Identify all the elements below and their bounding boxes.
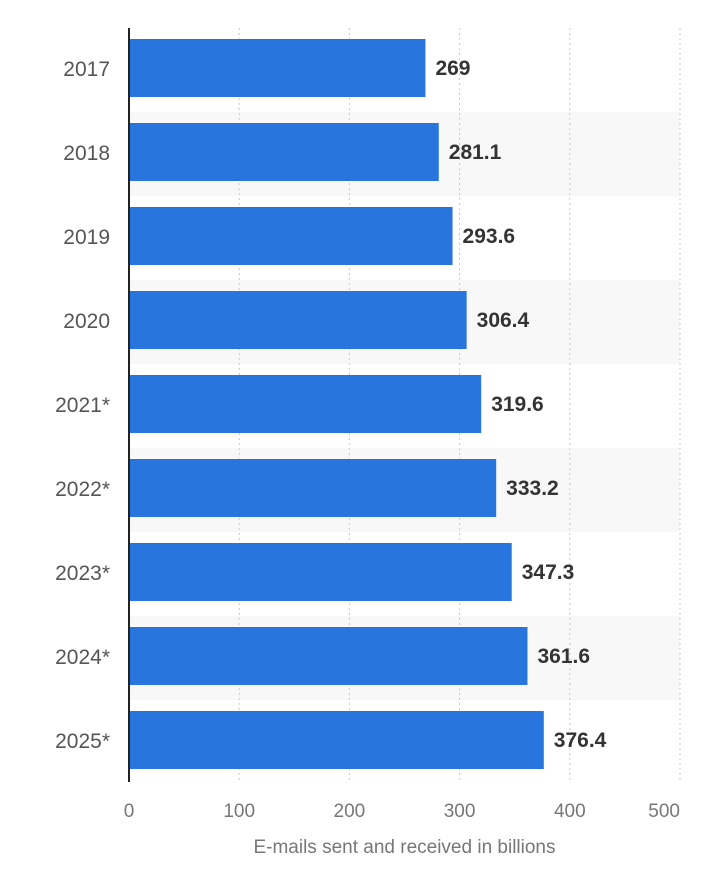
x-tick-labels: 0 100 200 300 400 500 [124, 801, 680, 822]
category-label: 2020 [63, 310, 110, 333]
value-label: 306.4 [477, 309, 530, 332]
category-label: 2022* [55, 478, 110, 501]
category-label: 2019 [63, 226, 110, 249]
x-tick-label: 0 [124, 801, 135, 822]
bars [129, 39, 544, 769]
x-axis-title: E-mails sent and received in billions [253, 837, 555, 858]
value-label: 333.2 [506, 477, 559, 500]
value-label: 361.6 [537, 645, 590, 668]
x-tick-label: 500 [648, 801, 680, 822]
category-label: 2024* [55, 646, 110, 669]
category-labels: 2017 2018 2019 2020 2021* 2022* 2023* 2024* 2025… [55, 58, 110, 753]
bar [129, 207, 453, 265]
bar [129, 711, 544, 769]
value-labels: 269 281.1 293.6 306.4 319.6 333.2 347.3 361.6 37… [435, 57, 606, 752]
bar [129, 375, 482, 433]
x-tick-label: 300 [444, 801, 476, 822]
value-label: 281.1 [449, 141, 502, 164]
value-label: 347.3 [522, 561, 575, 584]
x-tick-label: 400 [554, 801, 586, 822]
category-label: 2018 [63, 142, 110, 165]
category-label: 2025* [55, 730, 110, 753]
bar [129, 123, 439, 181]
value-label: 376.4 [554, 729, 607, 752]
bar [129, 543, 512, 601]
value-label: 319.6 [491, 393, 544, 416]
category-label: 2021* [55, 394, 110, 417]
value-label: 293.6 [463, 225, 516, 248]
bar [129, 39, 426, 97]
bar [129, 627, 528, 685]
bar [129, 459, 497, 517]
x-tick-label: 100 [223, 801, 255, 822]
value-label: 269 [435, 57, 470, 80]
bar [129, 291, 467, 349]
category-label: 2023* [55, 562, 110, 585]
x-tick-label: 200 [334, 801, 366, 822]
category-label: 2017 [63, 58, 110, 81]
